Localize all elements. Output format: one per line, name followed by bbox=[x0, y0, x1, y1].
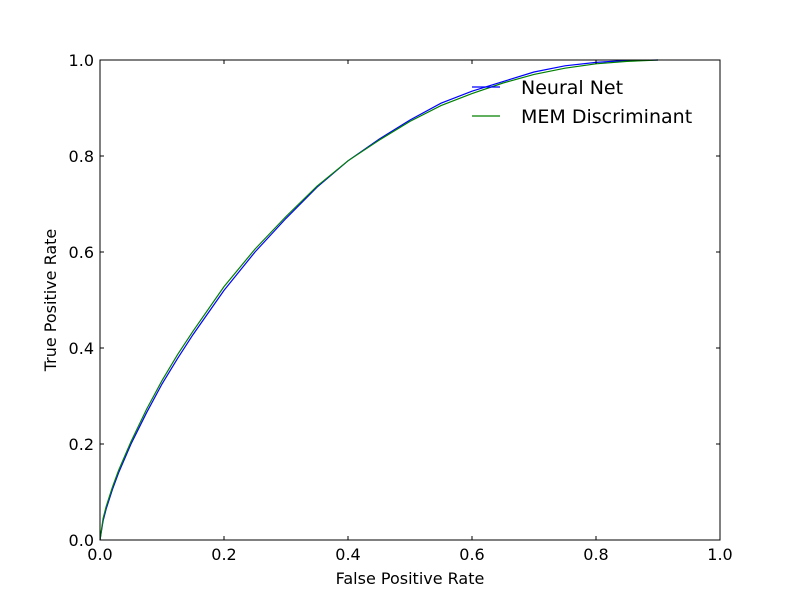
y-tick-label: 1.0 bbox=[69, 51, 94, 70]
x-axis-label: False Positive Rate bbox=[336, 569, 485, 588]
series-line-neural-net bbox=[99, 59, 659, 541]
y-tick-label: 0.4 bbox=[69, 339, 94, 358]
tick-marks bbox=[99, 59, 721, 541]
y-tick-labels: 0.0 0.2 0.4 0.6 0.8 1.0 bbox=[69, 51, 94, 550]
y-tick-label: 0.2 bbox=[69, 435, 94, 454]
curve-layer bbox=[99, 59, 659, 541]
y-axis-label: True Positive Rate bbox=[41, 229, 60, 373]
x-tick-label: 1.0 bbox=[707, 545, 732, 564]
legend-label-mem-discriminant: MEM Discriminant bbox=[521, 106, 692, 128]
y-tick-label: 0.0 bbox=[69, 531, 94, 550]
x-tick-label: 0.2 bbox=[211, 545, 236, 564]
x-tick-label: 0.6 bbox=[459, 545, 484, 564]
legend-label-neural-net: Neural Net bbox=[521, 77, 623, 99]
x-tick-labels: 0.0 0.2 0.4 0.6 0.8 1.0 bbox=[87, 545, 732, 564]
x-tick-label: 0.4 bbox=[335, 545, 360, 564]
series-line-mem-discriminant bbox=[99, 59, 659, 541]
plot-frame bbox=[99, 59, 721, 541]
x-tick-label: 0.0 bbox=[87, 545, 112, 564]
x-tick-label: 0.8 bbox=[583, 545, 608, 564]
y-tick-label: 0.6 bbox=[69, 243, 94, 262]
y-tick-label: 0.8 bbox=[69, 147, 94, 166]
legend: Neural Net MEM Discriminant bbox=[472, 77, 692, 128]
